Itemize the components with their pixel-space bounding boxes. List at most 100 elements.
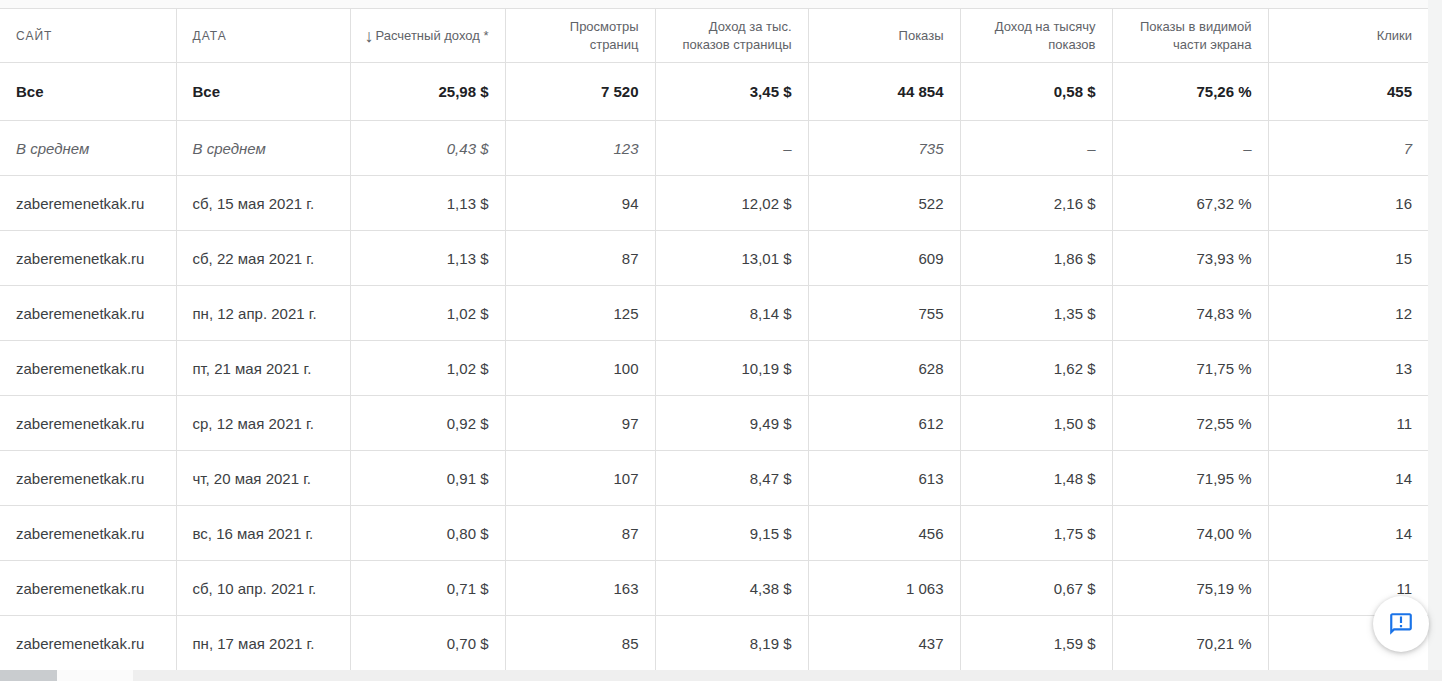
cell-impression-rpm: 1,75 $ — [960, 506, 1112, 561]
column-header-impressions[interactable]: Показы — [808, 9, 960, 63]
horizontal-scrollbar[interactable] — [0, 670, 1442, 681]
cell-impressions: 609 — [808, 231, 960, 286]
cell-impressions: 1 063 — [808, 561, 960, 616]
cell-page-rpm: – — [655, 121, 808, 176]
cell-page-rpm: 9,15 $ — [655, 506, 808, 561]
cell-page-rpm: 8,47 $ — [655, 451, 808, 506]
cell-estimated-revenue: 1,02 $ — [350, 286, 505, 341]
column-header-impression-rpm[interactable]: Доход на тысячу показов — [960, 9, 1112, 63]
cell-site: zaberemenetkak.ru — [0, 231, 176, 286]
cell-viewability: 73,93 % — [1112, 231, 1268, 286]
cell-estimated-revenue: 1,13 $ — [350, 176, 505, 231]
cell-page-views: 7 520 — [505, 63, 655, 121]
table-row: zaberemenetkak.ru чт, 20 мая 2021 г. 0,9… — [0, 451, 1428, 506]
cell-site: zaberemenetkak.ru — [0, 616, 176, 671]
cell-page-views: 94 — [505, 176, 655, 231]
cell-date: чт, 20 мая 2021 г. — [176, 451, 350, 506]
cell-date: сб, 15 мая 2021 г. — [176, 176, 350, 231]
cell-date: ср, 12 мая 2021 г. — [176, 396, 350, 451]
cell-impressions: 755 — [808, 286, 960, 341]
horizontal-scrollbar-gap — [57, 670, 133, 681]
column-header-estimated-revenue[interactable]: ↓ Расчетный доход * — [350, 9, 505, 63]
cell-site: zaberemenetkak.ru — [0, 396, 176, 451]
cell-site: zaberemenetkak.ru — [0, 506, 176, 561]
cell-page-rpm: 3,45 $ — [655, 63, 808, 121]
cell-page-views: 87 — [505, 231, 655, 286]
table-header: САЙТ ДАТА ↓ Расчетный доход * Просмотры … — [0, 9, 1428, 63]
cell-viewability: 74,00 % — [1112, 506, 1268, 561]
horizontal-scrollbar-thumb[interactable] — [0, 670, 57, 681]
cell-impression-rpm: – — [960, 121, 1112, 176]
cell-estimated-revenue: 0,71 $ — [350, 561, 505, 616]
cell-clicks: 14 — [1268, 451, 1428, 506]
cell-clicks: 15 — [1268, 231, 1428, 286]
cell-estimated-revenue: 25,98 $ — [350, 63, 505, 121]
cell-viewability: 67,32 % — [1112, 176, 1268, 231]
cell-impressions: 437 — [808, 616, 960, 671]
table-row: zaberemenetkak.ru сб, 22 мая 2021 г. 1,1… — [0, 231, 1428, 286]
cell-viewability: 74,83 % — [1112, 286, 1268, 341]
cell-impressions: 44 854 — [808, 63, 960, 121]
cell-date: пт, 21 мая 2021 г. — [176, 341, 350, 396]
cell-site: zaberemenetkak.ru — [0, 561, 176, 616]
cell-site: zaberemenetkak.ru — [0, 176, 176, 231]
column-header-label: Расчетный доход * — [376, 28, 489, 43]
cell-impression-rpm: 1,62 $ — [960, 341, 1112, 396]
cell-impression-rpm: 1,35 $ — [960, 286, 1112, 341]
cell-page-views: 100 — [505, 341, 655, 396]
cell-clicks: 13 — [1268, 341, 1428, 396]
cell-clicks: 11 — [1268, 396, 1428, 451]
cell-viewability: – — [1112, 121, 1268, 176]
cell-page-rpm: 4,38 $ — [655, 561, 808, 616]
cell-viewability: 75,26 % — [1112, 63, 1268, 121]
cell-impressions: 628 — [808, 341, 960, 396]
cell-estimated-revenue: 0,43 $ — [350, 121, 505, 176]
table-row: zaberemenetkak.ru вс, 16 мая 2021 г. 0,8… — [0, 506, 1428, 561]
table-row: zaberemenetkak.ru пт, 21 мая 2021 г. 1,0… — [0, 341, 1428, 396]
feedback-button[interactable] — [1373, 596, 1429, 652]
cell-site: zaberemenetkak.ru — [0, 286, 176, 341]
cell-impressions: 612 — [808, 396, 960, 451]
cell-clicks: 16 — [1268, 176, 1428, 231]
cell-page-rpm: 10,19 $ — [655, 341, 808, 396]
cell-page-rpm: 9,49 $ — [655, 396, 808, 451]
cell-impressions: 735 — [808, 121, 960, 176]
cell-clicks: 14 — [1268, 506, 1428, 561]
cell-page-views: 87 — [505, 506, 655, 561]
cell-impression-rpm: 1,59 $ — [960, 616, 1112, 671]
cell-estimated-revenue: 1,02 $ — [350, 341, 505, 396]
column-header-page-rpm[interactable]: Доход за тыс. показов страницы — [655, 9, 808, 63]
cell-page-views: 125 — [505, 286, 655, 341]
report-table: САЙТ ДАТА ↓ Расчетный доход * Просмотры … — [0, 8, 1428, 671]
cell-impression-rpm: 1,50 $ — [960, 396, 1112, 451]
cell-page-views: 85 — [505, 616, 655, 671]
cell-date: пн, 12 апр. 2021 г. — [176, 286, 350, 341]
report-page: САЙТ ДАТА ↓ Расчетный доход * Просмотры … — [0, 0, 1442, 681]
column-header-viewability[interactable]: Показы в видимой части экрана — [1112, 9, 1268, 63]
table-row: zaberemenetkak.ru пн, 17 мая 2021 г. 0,7… — [0, 616, 1428, 671]
cell-estimated-revenue: 0,80 $ — [350, 506, 505, 561]
top-strip — [0, 0, 1442, 8]
table-row: zaberemenetkak.ru сб, 10 апр. 2021 г. 0,… — [0, 561, 1428, 616]
column-header-site[interactable]: САЙТ — [0, 9, 176, 63]
table-row: zaberemenetkak.ru ср, 12 мая 2021 г. 0,9… — [0, 396, 1428, 451]
cell-impression-rpm: 1,48 $ — [960, 451, 1112, 506]
feedback-icon — [1388, 611, 1414, 637]
cell-clicks: 7 — [1268, 121, 1428, 176]
column-header-page-views[interactable]: Просмотры страниц — [505, 9, 655, 63]
sort-descending-icon[interactable]: ↓ — [365, 27, 374, 45]
vertical-scrollbar[interactable] — [1428, 0, 1442, 681]
cell-impressions: 522 — [808, 176, 960, 231]
table-row: zaberemenetkak.ru пн, 12 апр. 2021 г. 1,… — [0, 286, 1428, 341]
cell-impression-rpm: 1,86 $ — [960, 231, 1112, 286]
cell-date: сб, 22 мая 2021 г. — [176, 231, 350, 286]
column-header-date[interactable]: ДАТА — [176, 9, 350, 63]
cell-impression-rpm: 0,67 $ — [960, 561, 1112, 616]
cell-page-rpm: 8,19 $ — [655, 616, 808, 671]
cell-page-rpm: 12,02 $ — [655, 176, 808, 231]
cell-clicks: 455 — [1268, 63, 1428, 121]
column-header-clicks[interactable]: Клики — [1268, 9, 1428, 63]
cell-viewability: 75,19 % — [1112, 561, 1268, 616]
table-row: Все Все 25,98 $ 7 520 3,45 $ 44 854 0,58… — [0, 63, 1428, 121]
cell-viewability: 72,55 % — [1112, 396, 1268, 451]
